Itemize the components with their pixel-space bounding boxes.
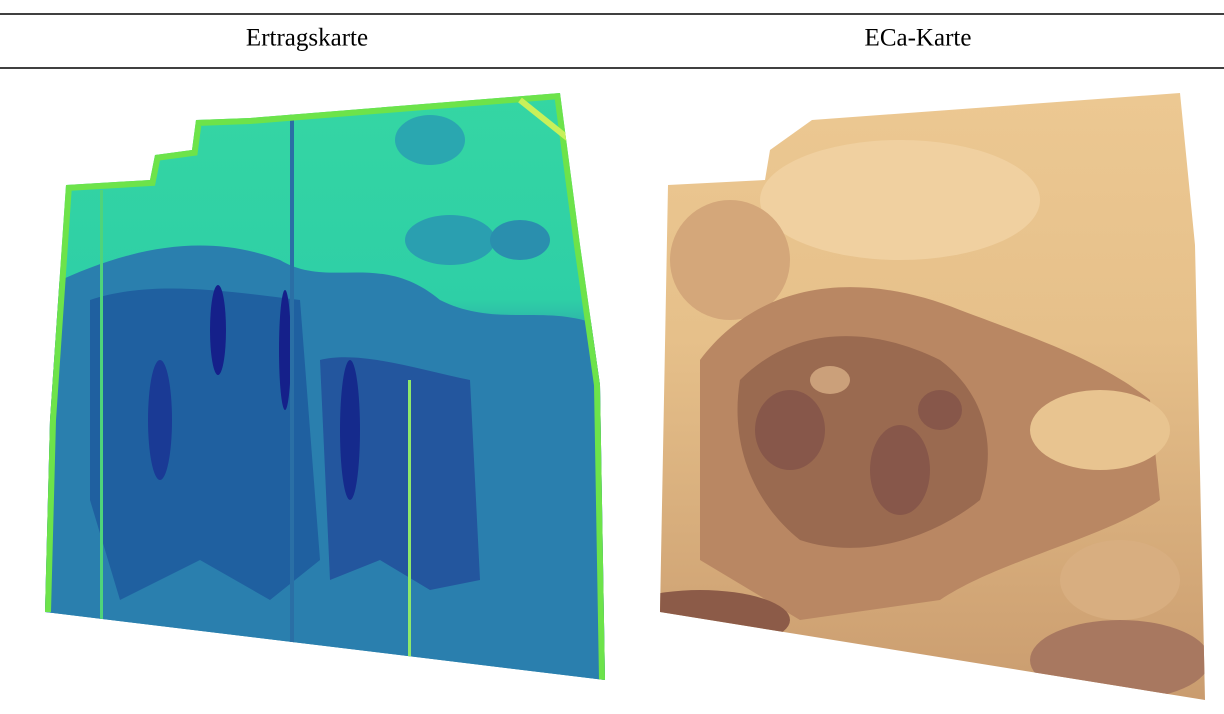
map-spot	[279, 290, 291, 410]
header-cell: Ertragskarte	[246, 25, 368, 52]
eca-map	[610, 90, 1215, 710]
map-zone	[1030, 620, 1210, 700]
map-spot	[1030, 390, 1170, 470]
map-spot	[490, 220, 550, 260]
figure-table: Ertragskarte ECa-Karte	[0, 0, 1224, 714]
map-spot	[755, 390, 825, 470]
map-zone	[610, 590, 790, 650]
map-zone	[760, 140, 1040, 260]
header-cell: ECa-Karte	[865, 25, 972, 52]
map-spot	[1060, 540, 1180, 620]
map-spot	[405, 215, 495, 265]
yield-map	[40, 90, 610, 690]
map-spot	[870, 425, 930, 515]
map-spot	[395, 115, 465, 165]
map-stripe	[100, 190, 103, 670]
map-spot	[810, 366, 850, 394]
map-spot	[148, 360, 172, 480]
map-spot	[340, 360, 360, 500]
map-stripe	[408, 380, 411, 680]
page: Ertragskarte ECa-Karte (() => { co	[0, 0, 1224, 714]
map-zone	[670, 200, 790, 320]
map-spot	[210, 285, 226, 375]
map-spot	[918, 390, 962, 430]
map-stripe	[290, 110, 294, 670]
